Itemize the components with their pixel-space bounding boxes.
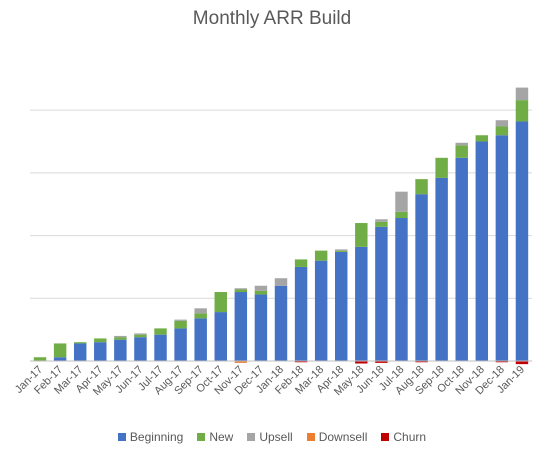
bar-segment-new [355, 223, 368, 247]
legend-item-new: New [197, 430, 233, 444]
legend-label: Upsell [259, 430, 293, 444]
bar-segment-beginning [214, 312, 227, 361]
bar-segment-beginning [375, 226, 388, 361]
legend-label: Churn [393, 430, 427, 444]
legend-item-churn: Churn [381, 430, 426, 444]
chart-title: Monthly ARR Build [192, 8, 352, 29]
bar-segment-new [214, 292, 227, 313]
bar-segment-new [114, 337, 127, 340]
legend-label: New [209, 430, 234, 444]
bar-segment-new [455, 145, 468, 158]
bar-segment-new [73, 342, 87, 344]
bar-segment-beginning [234, 292, 248, 361]
bar-segment-new [475, 135, 489, 142]
bar-segment-upsell [234, 288, 248, 290]
bar-segment-new [395, 211, 408, 219]
bar-segment-churn [355, 361, 368, 364]
bar-segment-new [33, 357, 47, 361]
bar-segment-new [415, 179, 428, 195]
legend-item-beginning: Beginning [117, 430, 184, 444]
legend-swatch [117, 433, 126, 441]
bar-segment-new [435, 157, 448, 178]
bar-segment-new [234, 289, 248, 293]
bar-segment-new [134, 334, 147, 338]
bar-segment-churn [495, 361, 509, 363]
bar-segment-beginning [355, 246, 368, 361]
bar-segment-new [515, 100, 529, 122]
bar-segment-churn [375, 361, 388, 363]
bar-segment-new [335, 250, 348, 252]
bar-segment-beginning [294, 266, 308, 361]
bar-segment-churn [415, 361, 428, 363]
bar-segment-beginning [194, 318, 207, 361]
bar-segment-beginning [154, 334, 167, 361]
bar-segment-beginning [495, 135, 509, 361]
bar-segment-new [194, 313, 207, 319]
bar-segment-upsell [515, 87, 529, 101]
bar-segment-beginning [435, 177, 448, 361]
bar-segment-beginning [94, 342, 107, 361]
legend-swatch [381, 433, 390, 441]
bar-segment-beginning [335, 251, 348, 361]
bar-segment-new [94, 338, 107, 343]
legend-item-downsell: Downsell [306, 430, 368, 444]
bar-segment-beginning [134, 337, 147, 361]
legend-swatch [197, 433, 206, 441]
bar-segment-upsell [455, 142, 468, 146]
bar-segment-new [53, 343, 67, 358]
legend-swatch [247, 433, 256, 441]
bar-segment-beginning [274, 285, 288, 361]
legend-label: Beginning [129, 430, 184, 444]
bar-segment-upsell [194, 308, 207, 314]
bar-segment-beginning [174, 328, 187, 361]
legend: Beginning New Upsell Downsell Churn [0, 430, 544, 444]
bar-segment-churn [515, 361, 529, 365]
bar-segment-upsell [174, 319, 187, 321]
bar-segment-beginning [515, 121, 529, 362]
legend-label: Downsell [318, 430, 368, 444]
bar-segment-upsell [395, 191, 408, 212]
bar-segment-new [495, 126, 509, 136]
bar-segment-upsell [134, 333, 147, 335]
legend-item-upsell: Upsell [247, 430, 293, 444]
bar-segment-new [294, 259, 308, 267]
bar-segment-beginning [314, 260, 328, 361]
bar-segment-new [375, 221, 388, 227]
bar-segment-beginning [475, 141, 489, 361]
bar-segment-new [314, 250, 328, 261]
bar-segment-upsell [114, 335, 127, 338]
bar-segment-beginning [415, 194, 428, 361]
bar-segment-upsell [495, 120, 509, 127]
bar-segment-new [174, 320, 187, 329]
bar-segment-new [154, 328, 167, 335]
bar-segment-upsell [335, 249, 348, 251]
bar-segment-beginning [53, 357, 67, 361]
bar-segment-beginning [114, 339, 127, 361]
bar-segment-beginning [73, 343, 87, 361]
bar-segment-new [254, 290, 268, 295]
legend-swatch [306, 433, 315, 441]
bar-segment-upsell [274, 278, 288, 286]
bar-segment-churn [294, 361, 308, 363]
bar-segment-beginning [455, 157, 468, 361]
bar-segment-beginning [254, 294, 268, 361]
bar-segment-downsell [234, 361, 248, 363]
bar-segment-upsell [254, 285, 268, 291]
bar-segment-upsell [375, 219, 388, 222]
bar-segment-beginning [395, 218, 408, 361]
